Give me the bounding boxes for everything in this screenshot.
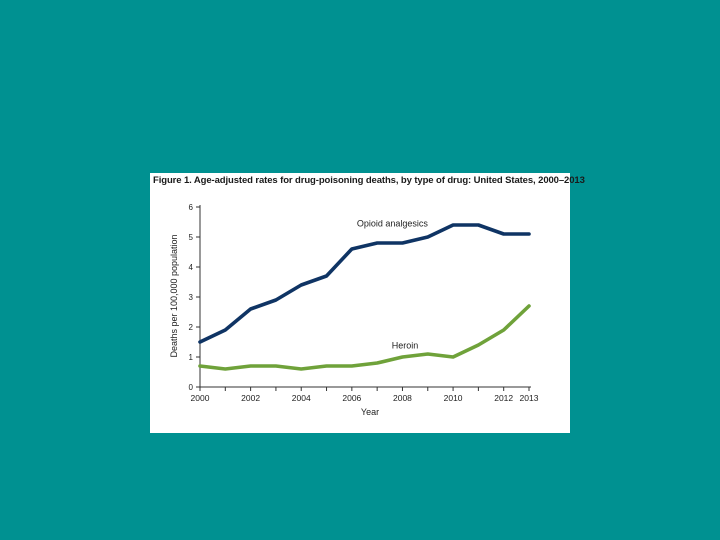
x-tick-label: 2013 (520, 393, 539, 403)
y-tick-label: 0 (189, 383, 194, 392)
plot-area: Deaths per 100,000 population Year 0 1 2 3 4… (150, 189, 570, 433)
y-tick-label: 5 (189, 233, 194, 242)
line-chart: Deaths per 100,000 population Year 0 1 2 3 4… (169, 203, 539, 417)
x-axis-label: Year (361, 407, 379, 417)
series-label-2: Heroin (392, 341, 419, 351)
x-tick-label: 2004 (292, 393, 311, 403)
y-tick-label: 4 (189, 263, 194, 272)
x-tick-label: 2012 (494, 393, 513, 403)
series-label-1: Opioid analgesics (357, 219, 429, 229)
y-tick-label: 3 (189, 293, 194, 302)
x-tick-label: 2006 (342, 393, 361, 403)
x-tick-label: 2000 (191, 393, 210, 403)
x-tick-label: 2002 (241, 393, 260, 403)
series-layer (198, 223, 531, 371)
series-line-2 (198, 304, 531, 371)
series-line-1 (198, 223, 531, 344)
y-tick-label: 1 (189, 353, 194, 362)
axes: 0 1 2 3 4 5 6 2000 2002 2004 2006 2008 2010 2012 2013 (189, 203, 539, 403)
x-tick-label: 2008 (393, 393, 412, 403)
y-tick-label: 2 (189, 323, 194, 332)
figure-title: Figure 1. Age-adjusted rates for drug-po… (153, 175, 585, 186)
x-tick-label: 2010 (444, 393, 463, 403)
series-labels: Opioid analgesics Heroin (357, 219, 429, 351)
figure-card: Figure 1. Age-adjusted rates for drug-po… (150, 173, 585, 433)
y-axis-label: Deaths per 100,000 population (169, 234, 179, 357)
y-tick-label: 6 (189, 203, 194, 212)
